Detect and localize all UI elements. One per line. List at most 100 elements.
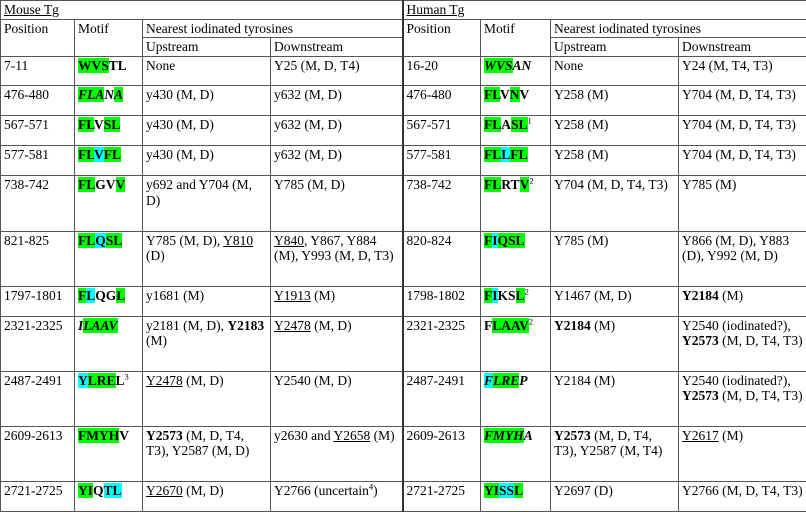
cell-position-mouse: 2721-2725 bbox=[0, 480, 75, 512]
cell-position-human: 2609-2613 bbox=[401, 425, 482, 482]
cell-upstream-mouse: Y785 (M, D), Y810 (D) bbox=[142, 230, 271, 287]
cell-motif-human: FMYHA bbox=[480, 425, 552, 482]
cell-upstream-mouse: y2181 (M, D), Y2183 (M) bbox=[142, 315, 271, 372]
cell-position-mouse: 476-480 bbox=[0, 85, 75, 117]
cell-position-mouse: 2609-2613 bbox=[0, 425, 75, 482]
cell-motif-mouse: FLANA bbox=[74, 85, 143, 117]
cell-downstream-human: Y2766 (M, D, T4, T3) bbox=[678, 480, 806, 512]
cell-position-human: 577-581 bbox=[401, 145, 482, 177]
cell-position-mouse: 738-742 bbox=[0, 175, 75, 232]
cell-upstream-human: Y2697 (D) bbox=[550, 480, 680, 512]
col-header-nearest-human: Nearest iodinated tyrosines bbox=[550, 18, 806, 38]
cell-downstream-mouse: Y25 (M, D, T4) bbox=[269, 55, 404, 87]
cell-downstream-mouse: Y840, Y867, Y884 (M), Y993 (M, D, T3) bbox=[269, 230, 404, 287]
table-header: Mouse Tg Human Tg Position Motif Nearest… bbox=[0, 0, 806, 57]
cell-upstream-human: Y2573 (M, D, T4, T3), Y2587 (M, T4) bbox=[550, 425, 680, 482]
cell-position-mouse: 577-581 bbox=[0, 145, 75, 177]
cell-motif-mouse: ILAAV bbox=[74, 315, 143, 372]
cell-upstream-human: Y704 (M, D, T4, T3) bbox=[550, 175, 680, 232]
col-header-upstream-mouse: Upstream bbox=[142, 37, 271, 57]
cell-upstream-human: None bbox=[550, 55, 680, 87]
cell-position-mouse: 821-825 bbox=[0, 230, 75, 287]
cell-motif-human: FLVNV bbox=[480, 85, 552, 117]
col-header-position-human: Position bbox=[401, 18, 482, 57]
table-body: 7-11 WVSTL None Y25 (M, D, T4) 16-20 WVSAN Non… bbox=[0, 55, 806, 512]
cell-upstream-human: Y258 (M) bbox=[550, 85, 680, 117]
cell-motif-human: FLASL1 bbox=[480, 115, 552, 147]
cell-upstream-mouse: Y2573 (M, D, T4, T3), Y2587 (M, D) bbox=[142, 425, 271, 482]
cell-upstream-mouse: y692 and Y704 (M, D) bbox=[142, 175, 271, 232]
col-header-upstream-human: Upstream bbox=[550, 37, 680, 57]
group-header-human: Human Tg bbox=[401, 0, 806, 20]
cell-motif-mouse: FLQGL bbox=[74, 285, 143, 317]
cell-upstream-human: Y785 (M) bbox=[550, 230, 680, 287]
table-row: 2321-2325 ILAAV y2181 (M, D), Y2183 (M) Y24… bbox=[0, 315, 806, 372]
cell-downstream-mouse: y632 (M, D) bbox=[269, 145, 404, 177]
cell-motif-mouse: FLVSL bbox=[74, 115, 143, 147]
table-row: 476-480 FLANA y430 (M, D) y632 (M, D) 476-48… bbox=[0, 85, 806, 117]
cell-position-human: 567-571 bbox=[401, 115, 482, 147]
col-header-motif-mouse: Motif bbox=[74, 18, 143, 57]
cell-position-mouse: 7-11 bbox=[0, 55, 75, 87]
cell-downstream-mouse: y2630 and Y2658 (M) bbox=[269, 425, 404, 482]
cell-position-human: 738-742 bbox=[401, 175, 482, 232]
cell-downstream-human: Y785 (M) bbox=[678, 175, 806, 232]
cell-upstream-mouse: Y2478 (M, D) bbox=[142, 370, 271, 427]
cell-position-human: 2487-2491 bbox=[401, 370, 482, 427]
group-header-mouse: Mouse Tg bbox=[0, 0, 404, 20]
cell-position-human: 16-20 bbox=[401, 55, 482, 87]
cell-upstream-mouse: Y2670 (M, D) bbox=[142, 480, 271, 512]
cell-upstream-human: Y258 (M) bbox=[550, 115, 680, 147]
cell-downstream-human: Y704 (M, D, T4, T3) bbox=[678, 115, 806, 147]
cell-motif-mouse: YIQTL bbox=[74, 480, 143, 512]
header-row-group: Mouse Tg Human Tg bbox=[0, 0, 806, 20]
table-row: 2487-2491 YLREL3 Y2478 (M, D) Y2540 (M, D) 2… bbox=[0, 370, 806, 427]
cell-position-mouse: 2321-2325 bbox=[0, 315, 75, 372]
col-header-nearest-mouse: Nearest iodinated tyrosines bbox=[141, 18, 404, 38]
cell-motif-human: FLAAV2 bbox=[480, 315, 552, 372]
cell-position-human: 2721-2725 bbox=[401, 480, 482, 512]
cell-motif-mouse: WVSTL bbox=[74, 55, 143, 87]
cell-upstream-human: Y258 (M) bbox=[550, 145, 680, 177]
table-row: 738-742 FLGVV y692 and Y704 (M, D) Y785 (M,… bbox=[0, 175, 806, 232]
table-row: 1797-1801 FLQGL y1681 (M) Y1913 (M) 1798-180… bbox=[0, 285, 806, 317]
cell-downstream-mouse: Y2766 (uncertain4) bbox=[269, 480, 404, 512]
cell-position-mouse: 1797-1801 bbox=[0, 285, 75, 317]
cell-motif-mouse: YLREL3 bbox=[74, 370, 143, 427]
cell-motif-human: FIQSL bbox=[480, 230, 552, 287]
table-row: 2609-2613 FMYHV Y2573 (M, D, T4, T3), Y258… bbox=[0, 425, 806, 482]
cell-motif-human: FLRTV2 bbox=[480, 175, 552, 232]
cell-upstream-human: Y2184 (M) bbox=[550, 315, 680, 372]
cell-downstream-mouse: Y1913 (M) bbox=[269, 285, 404, 317]
group-header-human-label: Human Tg bbox=[406, 2, 465, 17]
cell-downstream-human: Y2617 (M) bbox=[678, 425, 806, 482]
cell-motif-human: FLREP bbox=[480, 370, 552, 427]
cell-motif-human: FLLFL bbox=[480, 145, 552, 177]
cell-motif-human: WVSAN bbox=[480, 55, 552, 87]
cell-downstream-mouse: Y785 (M, D) bbox=[269, 175, 404, 232]
cell-downstream-mouse: y632 (M, D) bbox=[269, 115, 404, 147]
col-header-downstream-human: Downstream bbox=[678, 37, 806, 57]
cell-downstream-human: Y704 (M, D, T4, T3) bbox=[678, 85, 806, 117]
cell-downstream-mouse: Y2478 (M, D) bbox=[269, 315, 404, 372]
cell-position-human: 2321-2325 bbox=[401, 315, 482, 372]
cell-upstream-mouse: y430 (M, D) bbox=[142, 85, 271, 117]
col-header-motif-human: Motif bbox=[480, 18, 552, 57]
cell-position-mouse: 2487-2491 bbox=[0, 370, 75, 427]
cell-upstream-human: Y1467 (M, D) bbox=[550, 285, 680, 317]
table-row: 577-581 FLVFL y430 (M, D) y632 (M, D) 577-58… bbox=[0, 145, 806, 177]
cell-upstream-human: Y2184 (M) bbox=[550, 370, 680, 427]
cell-position-human: 1798-1802 bbox=[401, 285, 482, 317]
cell-position-human: 820-824 bbox=[401, 230, 482, 287]
cell-downstream-human: Y24 (M, T4, T3) bbox=[678, 55, 806, 87]
cell-downstream-human: Y2184 (M) bbox=[678, 285, 806, 317]
table-row: 7-11 WVSTL None Y25 (M, D, T4) 16-20 WVSAN Non… bbox=[0, 55, 806, 87]
col-header-downstream-mouse: Downstream bbox=[269, 37, 404, 57]
cell-position-human: 476-480 bbox=[401, 85, 482, 117]
cell-downstream-human: Y2540 (iodinated?), Y2573 (M, D, T4, T3) bbox=[678, 370, 806, 427]
cell-downstream-human: Y866 (M, D), Y883 (D), Y992 (M, D) bbox=[678, 230, 806, 287]
table-row: 567-571 FLVSL y430 (M, D) y632 (M, D) 567-57… bbox=[0, 115, 806, 147]
cell-motif-human: FIKSL2 bbox=[480, 285, 552, 317]
cell-motif-mouse: FLVFL bbox=[74, 145, 143, 177]
